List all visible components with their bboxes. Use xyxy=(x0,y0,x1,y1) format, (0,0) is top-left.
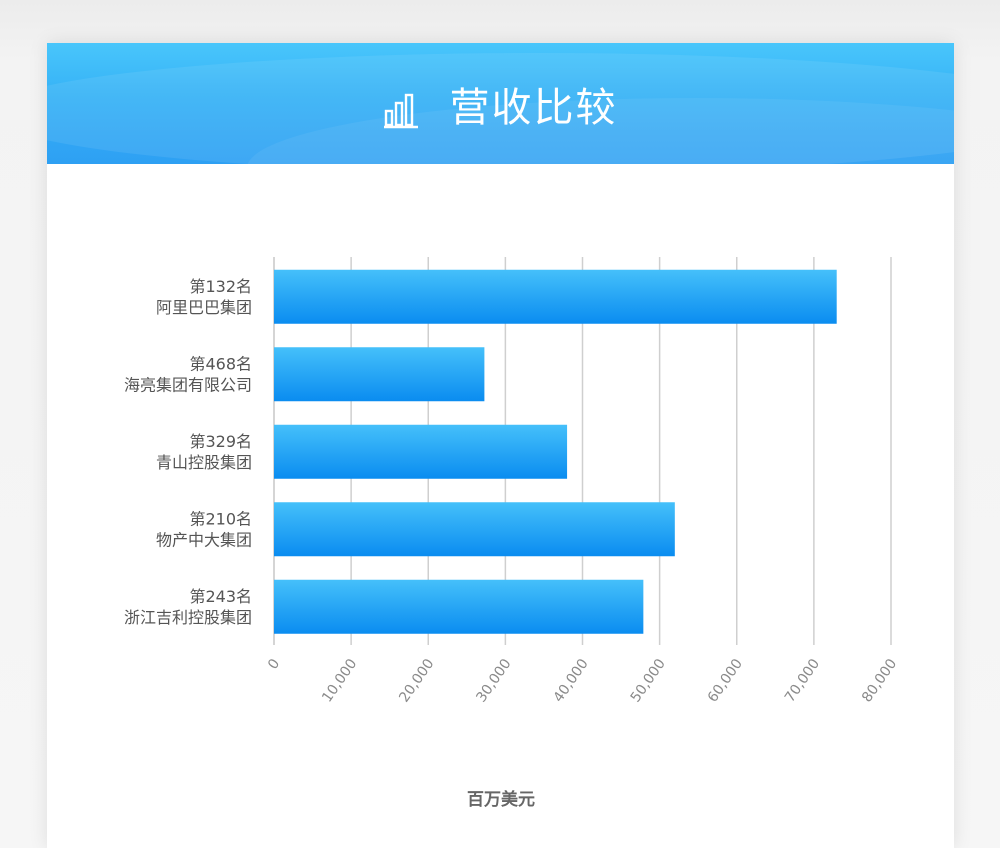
category-name-label: 海亮集团有限公司 xyxy=(124,375,252,394)
x-tick-label: 60,000 xyxy=(705,656,746,705)
x-tick-label: 80,000 xyxy=(859,656,900,705)
category-rank-label: 第210名 xyxy=(189,509,252,528)
bar xyxy=(274,347,485,402)
bar xyxy=(274,502,675,557)
x-tick-label: 50,000 xyxy=(628,656,669,705)
banner-title-row: 营收比较 xyxy=(47,43,954,164)
category-labels: 第132名阿里巴巴集团第468名海亮集团有限公司第329名青山控股集团第210名… xyxy=(124,277,252,627)
x-tick-labels: 0 10,000 20,000 30,000 40,000 50,000 60,000 70,… xyxy=(265,656,900,705)
x-tick-label: 10,000 xyxy=(319,656,360,705)
bars xyxy=(274,269,837,634)
x-tick-label: 70,000 xyxy=(782,656,823,705)
category-rank-label: 第243名 xyxy=(189,587,252,606)
category-name-label: 阿里巴巴集团 xyxy=(156,298,252,317)
category-rank-label: 第329名 xyxy=(189,432,252,451)
category-rank-label: 第468名 xyxy=(189,354,252,373)
title-banner: 营收比较 xyxy=(47,43,954,164)
bar-chart-icon xyxy=(383,89,424,129)
chart-card: 营收比较 xyxy=(47,43,954,848)
chart-title: 营收比较 xyxy=(449,84,618,131)
category-name-label: 物产中大集团 xyxy=(156,530,252,549)
category-name-label: 青山控股集团 xyxy=(156,453,252,472)
x-tick-label: 0 xyxy=(265,656,283,672)
x-tick-label: 30,000 xyxy=(473,656,514,705)
banner-wave xyxy=(47,53,954,164)
category-rank-label: 第132名 xyxy=(189,277,252,296)
x-tick-label: 20,000 xyxy=(396,656,437,705)
bar xyxy=(274,424,568,479)
category-name-label: 浙江吉利控股集团 xyxy=(124,608,252,627)
bar xyxy=(274,269,837,324)
bar xyxy=(274,579,644,634)
x-axis-title: 百万美元 xyxy=(467,789,535,810)
x-tick-label: 40,000 xyxy=(551,656,592,705)
